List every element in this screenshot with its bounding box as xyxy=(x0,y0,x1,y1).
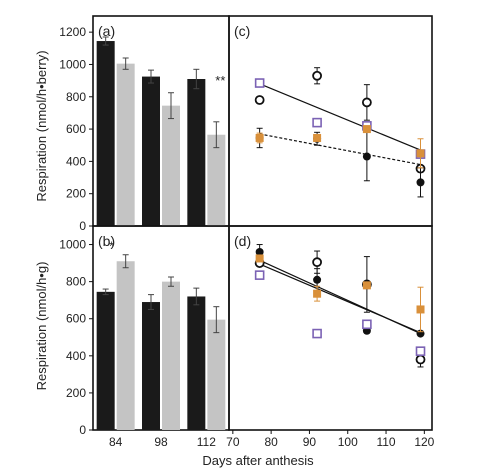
bar xyxy=(187,296,206,430)
x-tick-label: 70 xyxy=(226,435,240,449)
x-tick-label: 110 xyxy=(376,435,395,449)
bar xyxy=(116,261,135,430)
filled-square-point xyxy=(362,281,371,290)
significance-marker: * xyxy=(109,239,114,254)
filled-square-point xyxy=(416,305,425,314)
y-tick-label: 0 xyxy=(79,219,86,233)
filled-square-point xyxy=(255,133,264,142)
open-circle-point xyxy=(361,97,372,108)
y-tick-label: 600 xyxy=(66,312,86,326)
bar xyxy=(162,281,180,430)
filled-circle-point xyxy=(416,178,425,187)
bar xyxy=(207,319,226,430)
x-tick-label: 80 xyxy=(264,435,278,449)
filled-square-point xyxy=(416,149,425,158)
y-tick-label: 800 xyxy=(66,90,86,104)
y-tick-label: 400 xyxy=(66,154,86,168)
filled-square-point xyxy=(313,133,322,142)
open-square-point xyxy=(312,117,322,128)
panel-c-label: (c) xyxy=(234,23,250,39)
y-tick-label: 800 xyxy=(66,275,86,289)
y-tick-label: 600 xyxy=(66,122,86,136)
regression-line xyxy=(259,263,421,334)
open-square-point xyxy=(362,319,372,330)
y-tick-label: 200 xyxy=(66,386,86,400)
bar xyxy=(116,63,135,227)
filled-circle-point xyxy=(313,275,322,284)
panel-a-label: (a) xyxy=(98,23,115,39)
open-circle-point xyxy=(254,95,265,105)
x-tick-label: 90 xyxy=(303,435,317,449)
filled-square-point xyxy=(362,125,371,134)
panel-c-frame xyxy=(228,15,433,227)
filled-circle-point xyxy=(255,247,264,256)
panel-b-label: (b) xyxy=(98,233,115,249)
bar xyxy=(187,79,206,226)
x-tick-label: 100 xyxy=(338,435,358,449)
regression-line xyxy=(259,133,421,166)
x-tick-label: 84 xyxy=(109,435,123,449)
y-tick-label: 400 xyxy=(66,349,86,363)
bar xyxy=(207,134,226,226)
panel-d-frame xyxy=(228,225,433,431)
open-square-point xyxy=(254,78,265,88)
x-tick-label: 120 xyxy=(414,435,434,449)
x-tick-label: 98 xyxy=(154,435,168,449)
x-tick-label: 112 xyxy=(197,435,216,449)
y-tick-label: 200 xyxy=(66,187,86,201)
filled-circle-point xyxy=(362,152,371,161)
y-axis-label-bottom: Respiration (nmol/h•g) xyxy=(34,262,49,391)
bar xyxy=(96,41,115,227)
y-tick-label: 1000 xyxy=(59,57,86,71)
open-square-point xyxy=(415,346,426,356)
y-tick-label: 1000 xyxy=(59,238,86,252)
y-axis-label-top: Respiration (nmol/h•berry) xyxy=(34,50,49,201)
open-square-point xyxy=(312,328,322,339)
regression-line xyxy=(259,83,421,151)
x-axis-label: Days after anthesis xyxy=(202,453,314,468)
open-circle-point xyxy=(415,354,426,365)
open-circle-point xyxy=(312,70,322,81)
panel-d-label: (d) xyxy=(234,233,251,249)
open-square-point xyxy=(254,270,265,280)
bar xyxy=(142,76,160,226)
open-circle-point xyxy=(312,257,322,268)
filled-square-point xyxy=(313,289,322,298)
y-tick-label: 0 xyxy=(79,423,86,437)
bar xyxy=(162,105,180,226)
significance-marker: ** xyxy=(215,73,225,88)
filled-square-point xyxy=(255,254,264,263)
y-tick-label: 1200 xyxy=(59,25,86,39)
bar xyxy=(142,302,160,430)
bar xyxy=(96,291,115,430)
